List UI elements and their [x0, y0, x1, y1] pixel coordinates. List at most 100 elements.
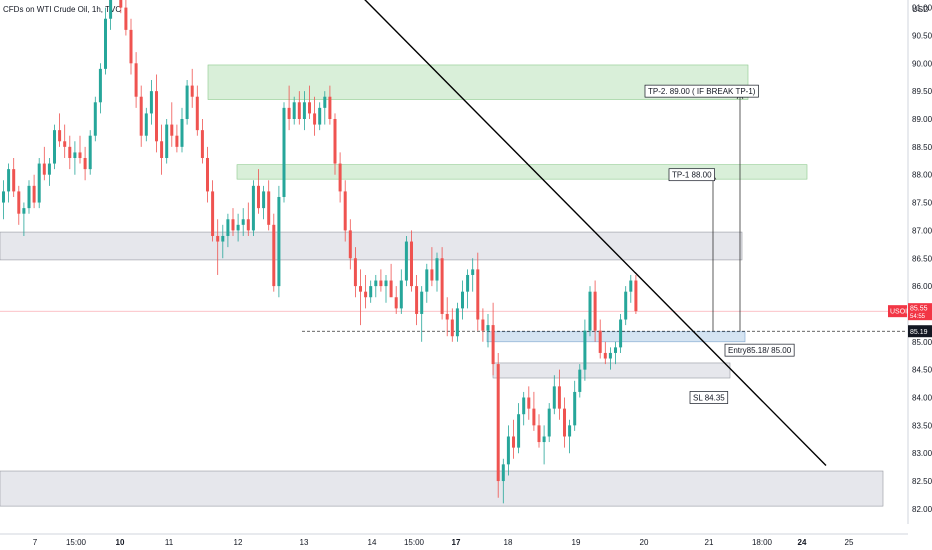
- candle: [257, 169, 260, 214]
- candle: [124, 0, 128, 36]
- candle-body: [32, 185, 36, 203]
- candle: [165, 119, 169, 164]
- candle-body: [231, 219, 235, 231]
- candle-body: [211, 191, 215, 236]
- candle-body: [374, 280, 378, 287]
- candle: [512, 419, 515, 459]
- price-tick-label: 84.00: [912, 394, 932, 403]
- candle: [527, 386, 531, 420]
- candle-body: [598, 330, 602, 353]
- candle-body: [251, 185, 255, 231]
- candle: [359, 269, 362, 326]
- candle: [425, 263, 429, 303]
- candle-body: [583, 330, 587, 370]
- candle-body: [614, 347, 617, 353]
- candle: [302, 91, 306, 131]
- candle: [17, 185, 21, 225]
- candle-body: [226, 219, 230, 236]
- candle: [63, 124, 67, 158]
- price-tick-label: 87.50: [912, 199, 932, 208]
- candle: [68, 135, 72, 170]
- candle: [374, 274, 378, 298]
- candle: [58, 113, 62, 147]
- symbol-tag-bg: [888, 305, 907, 318]
- candle-body: [216, 235, 220, 242]
- candle: [547, 403, 551, 443]
- candle-body: [466, 274, 470, 292]
- candle-body: [292, 102, 296, 119]
- price-tick-label: 90.50: [912, 31, 932, 40]
- candle: [139, 85, 143, 147]
- candle-body: [328, 96, 332, 119]
- candle-body: [160, 141, 164, 158]
- candle: [292, 96, 296, 125]
- candle-body: [440, 258, 444, 314]
- candle-body: [563, 408, 566, 437]
- candle: [98, 63, 102, 114]
- candle: [104, 7, 107, 75]
- candle: [47, 157, 51, 186]
- candle-body: [12, 169, 16, 192]
- price-tick-label: 89.00: [912, 115, 932, 124]
- candle: [7, 163, 11, 203]
- candle-body: [522, 397, 526, 415]
- time-tick-label: 19: [572, 538, 581, 547]
- candle: [267, 180, 271, 231]
- candle-body: [496, 364, 500, 482]
- price-tick-label: 86.50: [912, 254, 932, 263]
- candle-body: [190, 85, 194, 97]
- candle: [277, 185, 281, 298]
- candle: [471, 258, 475, 292]
- candle: [476, 252, 480, 331]
- candle-body: [608, 352, 612, 359]
- time-tick-label: 7: [33, 538, 38, 547]
- zone-entry: [486, 331, 746, 343]
- candle-body: [532, 408, 536, 426]
- candle: [435, 252, 439, 292]
- last-price-tag-bg: [908, 303, 932, 321]
- candle: [389, 263, 393, 298]
- time-tick-label: 11: [165, 538, 174, 547]
- candle: [272, 213, 276, 292]
- candle-body: [109, 0, 113, 19]
- time-tick-label: 18:00: [752, 538, 773, 547]
- candle: [517, 403, 521, 454]
- candle: [231, 208, 235, 236]
- candle-body: [634, 280, 638, 312]
- candle-body: [170, 124, 174, 136]
- candle-body: [552, 386, 556, 409]
- candle-body: [7, 169, 11, 192]
- candle: [226, 213, 230, 248]
- candle: [175, 124, 179, 153]
- candle-body: [379, 280, 383, 287]
- candle: [134, 52, 138, 108]
- candle-body: [78, 152, 82, 158]
- candle-body: [200, 130, 204, 158]
- label-box: [689, 391, 729, 404]
- candle: [364, 274, 368, 309]
- candle: [343, 180, 347, 242]
- time-tick-label: 25: [845, 538, 854, 547]
- candle: [496, 352, 500, 498]
- candle: [109, 0, 113, 30]
- trendline: [364, 0, 827, 466]
- candle: [313, 96, 317, 136]
- candle-body: [471, 269, 475, 275]
- label-entry-text: Entry85.18/ 85.00: [728, 346, 792, 355]
- price-tick-label: 89.50: [912, 87, 932, 96]
- candle-body: [37, 163, 41, 203]
- candle-body: [308, 102, 311, 114]
- entry-price-tag-text: 85.19: [910, 329, 928, 336]
- time-tick-label: 17: [452, 538, 461, 547]
- candle-body: [338, 163, 342, 192]
- candle: [195, 85, 199, 136]
- candle: [73, 141, 77, 175]
- candle-body: [420, 291, 424, 314]
- candle-body: [527, 397, 531, 409]
- candle-body: [481, 319, 485, 331]
- candle-body: [272, 224, 276, 287]
- candle-body: [353, 258, 357, 287]
- candle-body: [455, 308, 459, 337]
- candle-body: [221, 235, 225, 242]
